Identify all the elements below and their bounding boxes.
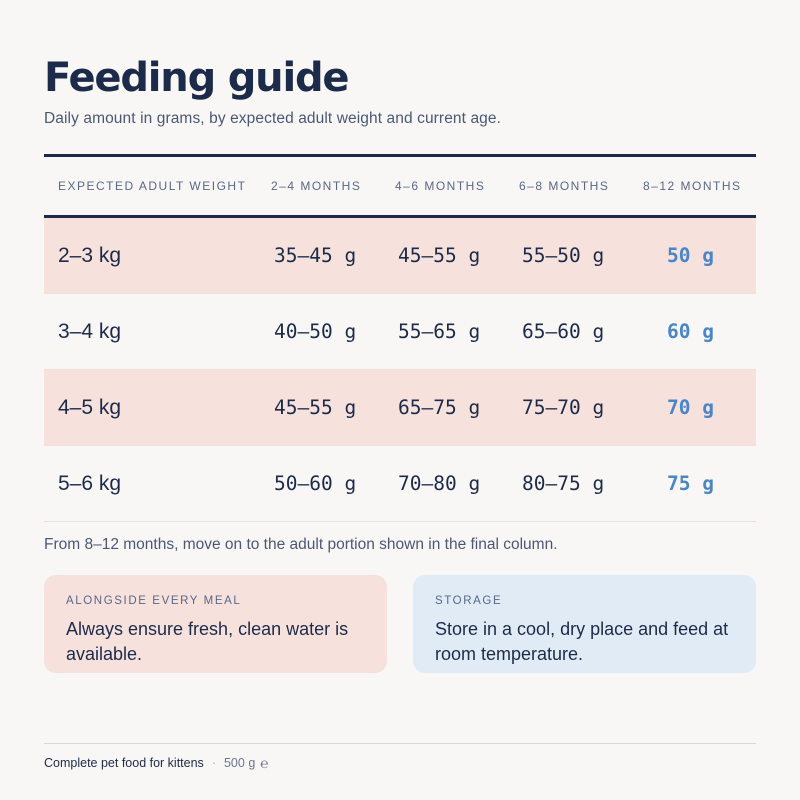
adult-portion-note: From 8–12 months, move on to the adult p…: [44, 536, 558, 553]
weight-cell: 3–4 kg: [58, 319, 122, 343]
amount-6-8-cell: 80–75 g: [522, 472, 605, 495]
table-row: 3–4 kg 40–50 g 55–65 g 65–60 g 60 g: [44, 294, 756, 370]
table-row: 2–3 kg 35–45 g 45–55 g 55–50 g 50 g: [44, 218, 756, 294]
table-row: 5–6 kg 50–60 g 70–80 g 80–75 g 75 g: [44, 446, 756, 522]
storage-card-label: Storage: [435, 595, 503, 607]
page-subtitle: Daily amount in grams, by expected adult…: [44, 110, 502, 127]
page-title: Feeding guide: [44, 55, 350, 101]
amount-8-12-cell: 60 g: [667, 320, 714, 343]
storage-card: Storage Store in a cool, dry place and f…: [413, 575, 756, 673]
amount-6-8-cell: 65–60 g: [522, 320, 605, 343]
table-top-rule: [44, 154, 756, 157]
water-card: Alongside every meal Always ensure fresh…: [44, 575, 387, 673]
amount-6-8-cell: 75–70 g: [522, 396, 605, 419]
water-card-label: Alongside every meal: [66, 595, 242, 607]
weight-cell: 5–6 kg: [58, 471, 122, 495]
amount-4-6-cell: 70–80 g: [398, 472, 481, 495]
weight-cell: 2–3 kg: [58, 243, 122, 267]
footer-separator: ·: [211, 756, 216, 770]
storage-card-text: Store in a cool, dry place and feed at r…: [435, 619, 729, 664]
header-8-12-months: 8–12 months: [643, 179, 742, 193]
estimated-sign-icon: ℮: [260, 755, 269, 771]
header-6-8-months: 6–8 months: [519, 179, 610, 193]
amount-2-4-cell: 35–45 g: [274, 244, 357, 267]
amount-8-12-cell: 75 g: [667, 472, 714, 495]
amount-4-6-cell: 55–65 g: [398, 320, 481, 343]
amount-2-4-cell: 50–60 g: [274, 472, 357, 495]
table-header-row: Expected adult weight 2–4 months 4–6 mon…: [44, 157, 756, 215]
table-header-rule: [44, 215, 756, 218]
table-row: 4–5 kg 45–55 g 65–75 g 75–70 g 70 g: [44, 370, 756, 446]
weight-cell: 4–5 kg: [58, 395, 122, 419]
amount-2-4-cell: 45–55 g: [274, 396, 357, 419]
footer: Complete pet food for kittens · 500 g ℮: [44, 755, 269, 771]
amount-6-8-cell: 55–50 g: [522, 244, 605, 267]
water-card-text: Always ensure fresh, clean water is avai…: [66, 619, 349, 664]
amount-2-4-cell: 40–50 g: [274, 320, 357, 343]
product-description: Complete pet food for kittens: [44, 756, 204, 770]
feeding-guide-page: Feeding guide Daily amount in grams, by …: [44, 0, 756, 800]
header-4-6-months: 4–6 months: [395, 179, 486, 193]
feeding-table: Expected adult weight 2–4 months 4–6 mon…: [44, 154, 756, 522]
amount-8-12-cell: 70 g: [667, 396, 714, 419]
amount-8-12-cell: 50 g: [667, 244, 714, 267]
amount-4-6-cell: 45–55 g: [398, 244, 481, 267]
amount-4-6-cell: 65–75 g: [398, 396, 481, 419]
footer-divider: [44, 743, 756, 744]
header-2-4-months: 2–4 months: [271, 179, 362, 193]
header-weight: Expected adult weight: [58, 179, 247, 193]
net-weight: 500 g: [223, 756, 256, 770]
